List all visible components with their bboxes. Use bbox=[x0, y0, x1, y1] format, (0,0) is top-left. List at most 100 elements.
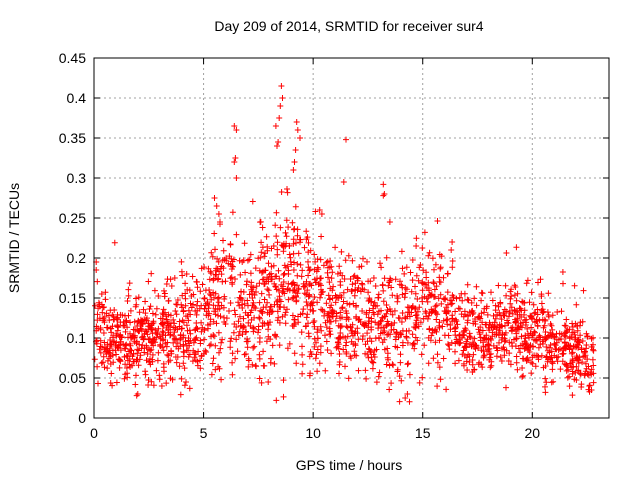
data-point bbox=[245, 319, 252, 326]
data-point bbox=[495, 282, 502, 289]
data-point bbox=[513, 359, 520, 366]
data-point bbox=[389, 311, 396, 318]
data-point bbox=[217, 219, 223, 225]
data-point bbox=[416, 264, 423, 271]
data-point bbox=[488, 289, 494, 296]
data-point bbox=[229, 371, 236, 378]
data-point bbox=[217, 345, 224, 352]
data-point bbox=[554, 309, 561, 315]
data-point bbox=[365, 298, 372, 304]
data-point bbox=[305, 258, 311, 265]
data-point bbox=[412, 290, 419, 297]
data-point bbox=[133, 372, 139, 379]
data-point bbox=[361, 286, 368, 293]
data-point bbox=[140, 335, 147, 342]
data-point bbox=[455, 305, 462, 312]
data-point bbox=[104, 365, 111, 372]
data-point bbox=[436, 364, 443, 371]
data-point bbox=[231, 307, 238, 314]
data-point bbox=[380, 287, 387, 294]
data-point bbox=[555, 347, 562, 353]
data-point bbox=[559, 269, 566, 275]
data-point bbox=[449, 264, 456, 271]
data-point bbox=[549, 366, 556, 373]
data-point bbox=[236, 302, 243, 309]
data-point bbox=[311, 318, 318, 324]
data-point bbox=[436, 278, 443, 285]
x-tick-label: 5 bbox=[200, 425, 208, 441]
data-point bbox=[509, 343, 516, 350]
data-point bbox=[252, 362, 259, 369]
data-point bbox=[498, 316, 505, 323]
data-point bbox=[590, 379, 597, 386]
data-point bbox=[588, 371, 595, 378]
data-point bbox=[420, 315, 427, 322]
data-point bbox=[448, 247, 455, 253]
data-point bbox=[317, 275, 323, 282]
data-point bbox=[171, 329, 178, 336]
y-tick-label: 0.2 bbox=[67, 250, 87, 266]
data-point bbox=[376, 320, 383, 327]
data-point bbox=[567, 360, 574, 367]
data-point bbox=[499, 334, 506, 341]
data-point bbox=[282, 229, 289, 236]
data-point bbox=[258, 239, 265, 246]
data-point bbox=[317, 294, 323, 301]
data-point bbox=[519, 355, 526, 362]
data-point bbox=[440, 317, 447, 324]
data-point bbox=[99, 344, 105, 350]
data-point bbox=[297, 135, 303, 141]
data-point bbox=[356, 264, 363, 270]
data-point bbox=[108, 370, 115, 377]
data-point bbox=[157, 343, 164, 350]
data-point bbox=[167, 331, 173, 338]
data-point bbox=[537, 341, 544, 348]
data-point bbox=[401, 270, 408, 277]
data-point bbox=[397, 359, 404, 366]
data-point bbox=[393, 333, 400, 340]
data-point bbox=[535, 279, 541, 286]
data-point bbox=[429, 308, 436, 315]
data-point bbox=[258, 290, 265, 297]
data-point bbox=[180, 360, 187, 367]
data-point bbox=[469, 361, 476, 368]
data-point bbox=[218, 376, 225, 383]
data-point bbox=[472, 321, 479, 327]
data-point bbox=[337, 330, 344, 336]
data-point bbox=[493, 326, 500, 333]
data-point bbox=[338, 248, 345, 255]
data-point bbox=[284, 345, 291, 352]
data-point bbox=[290, 279, 297, 286]
data-point bbox=[323, 338, 330, 345]
data-point bbox=[294, 261, 301, 267]
data-point bbox=[378, 264, 385, 271]
data-point bbox=[230, 256, 237, 263]
data-point bbox=[129, 353, 136, 360]
data-point bbox=[566, 335, 573, 342]
data-point bbox=[123, 365, 130, 371]
data-point bbox=[494, 322, 500, 329]
data-point bbox=[124, 353, 130, 360]
data-point bbox=[501, 352, 508, 359]
data-point bbox=[519, 373, 526, 380]
data-point bbox=[380, 329, 386, 336]
data-point bbox=[448, 339, 455, 346]
data-point bbox=[351, 348, 358, 355]
data-point bbox=[465, 351, 472, 358]
data-point bbox=[171, 335, 178, 342]
data-point bbox=[247, 251, 254, 258]
data-point bbox=[317, 343, 324, 350]
data-point bbox=[437, 376, 444, 383]
data-point bbox=[360, 255, 366, 262]
data-point bbox=[106, 355, 113, 362]
data-point bbox=[389, 361, 396, 368]
data-point bbox=[543, 353, 550, 360]
data-point bbox=[370, 359, 377, 366]
data-point bbox=[508, 286, 515, 293]
data-point bbox=[147, 355, 153, 362]
data-point bbox=[99, 309, 106, 316]
data-point bbox=[355, 336, 362, 343]
data-point bbox=[316, 207, 323, 213]
data-point bbox=[460, 313, 467, 320]
data-point bbox=[333, 344, 340, 351]
